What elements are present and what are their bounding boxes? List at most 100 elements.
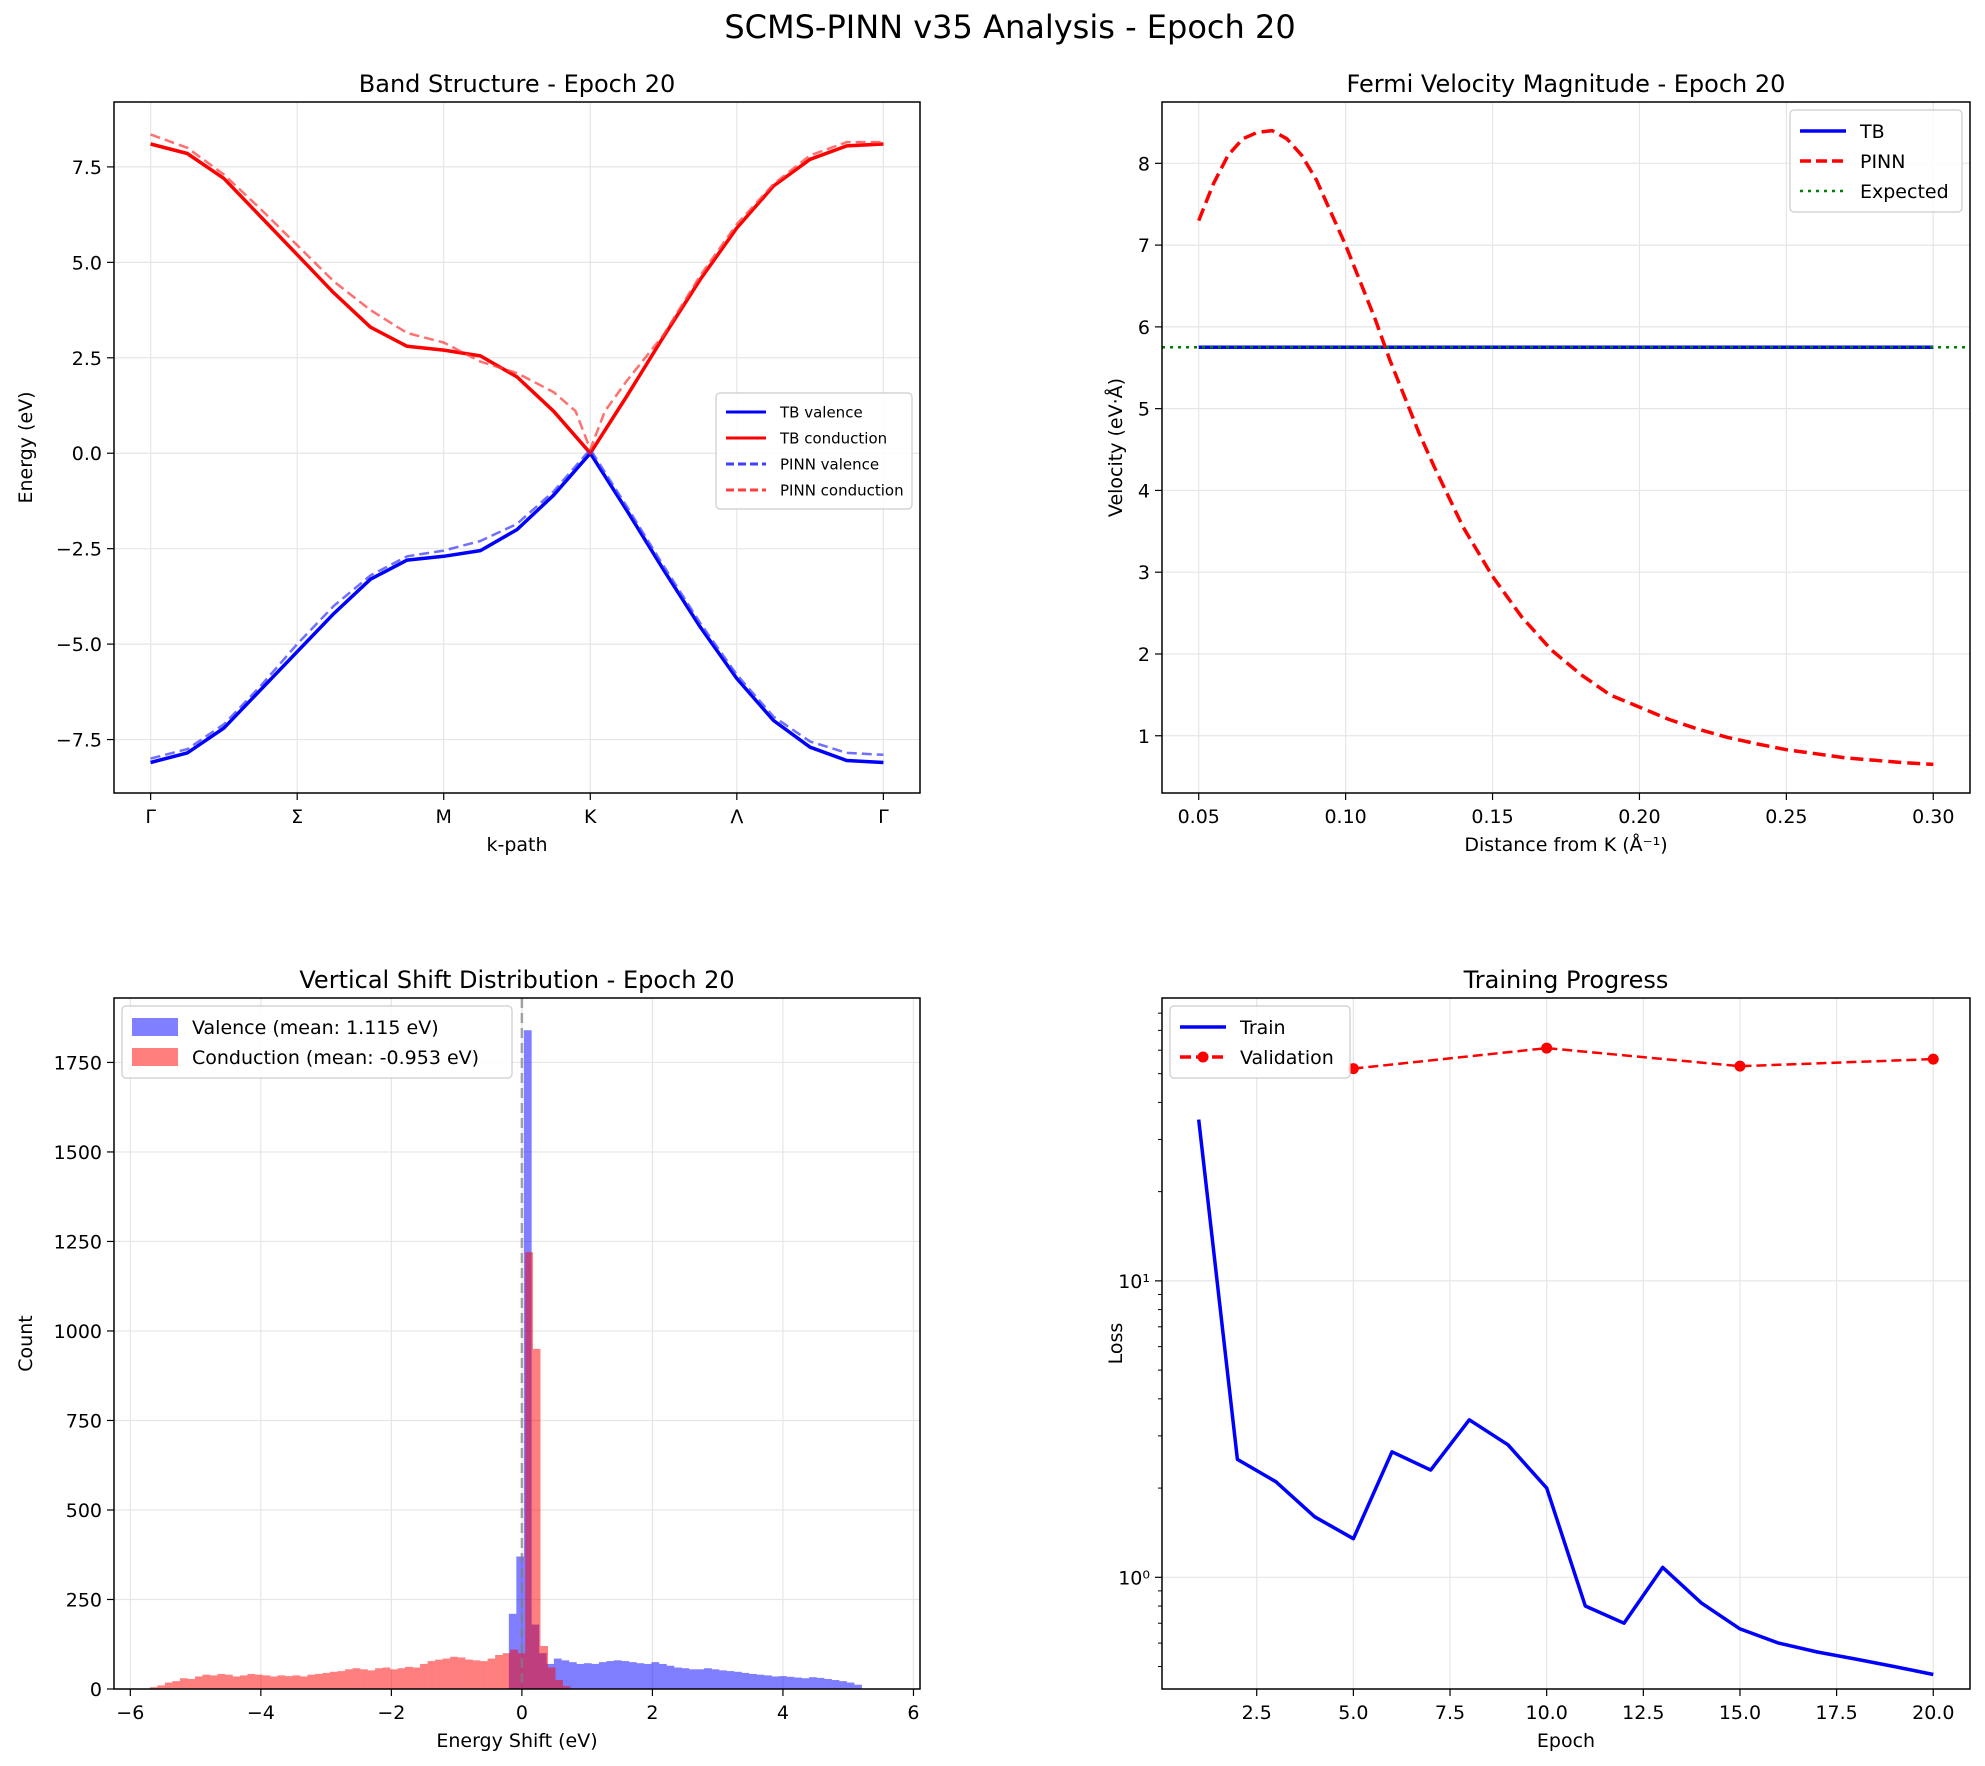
histogram-bar: [831, 1680, 840, 1689]
panel-training: 2.5 5.0 7.5 10.0 12.5 15.0 17.5 20.0 10⁰ 10¹ Train…: [1105, 966, 1971, 1752]
y-tick-label: 8: [1138, 153, 1150, 175]
validation-point: [1927, 1053, 1939, 1065]
histogram-bar: [412, 1667, 421, 1689]
histogram-bar: [532, 1348, 541, 1689]
histogram-bar: [367, 1670, 376, 1689]
histogram-bar: [390, 1669, 398, 1689]
x-tick-label: 2.5: [1242, 1702, 1272, 1724]
histogram-bar: [224, 1674, 233, 1689]
histogram-bar: [643, 1663, 652, 1689]
plot-area: [1162, 128, 1970, 767]
y-tick-label: −7.5: [56, 730, 102, 752]
histogram-bar: [487, 1658, 496, 1689]
histogram-bar: [846, 1682, 855, 1689]
legend-label: Train: [1239, 1017, 1286, 1039]
series-line-pinn-conduction: [150, 133, 884, 451]
histogram-bar: [442, 1658, 451, 1689]
histogram-bar: [472, 1660, 481, 1689]
histogram-bar: [583, 1663, 592, 1689]
legend-label: TB conduction: [779, 429, 887, 447]
x-tick-label: 12.5: [1622, 1702, 1664, 1724]
legend-label: PINN: [1860, 151, 1906, 173]
x-tick-label: Γ: [145, 806, 156, 828]
histogram-bar: [816, 1677, 825, 1689]
histogram-bar: [771, 1676, 780, 1689]
histogram-bar: [576, 1663, 585, 1689]
histogram-bar: [561, 1660, 570, 1689]
histogram-bar: [547, 1667, 556, 1689]
histogram-bar: [510, 1649, 518, 1689]
histogram-bar: [703, 1668, 712, 1689]
histogram-bar: [284, 1676, 293, 1689]
x-tick-label: Λ: [730, 806, 743, 828]
y-tick-label: 5: [1138, 399, 1150, 421]
y-tick-label: 4: [1138, 480, 1150, 502]
histogram-bar: [651, 1662, 660, 1689]
legend-marker: [1197, 1051, 1209, 1063]
x-tick-label: 0.30: [1912, 806, 1954, 828]
histogram-bar: [606, 1661, 615, 1689]
histogram-bar: [322, 1672, 331, 1689]
legend-box: [1789, 109, 1963, 213]
histogram-bar: [375, 1668, 383, 1689]
y-axis-label: Count: [15, 1315, 37, 1371]
y-tick-label: −2.5: [56, 539, 102, 561]
histogram-bar: [525, 1252, 533, 1689]
x-tick-label: 6: [907, 1702, 919, 1724]
histogram-bar: [480, 1661, 488, 1689]
histogram-bar: [562, 1686, 571, 1689]
histogram-bar: [157, 1685, 166, 1689]
x-axis-label: Distance from K (Å⁻¹): [1464, 833, 1667, 856]
histogram-bar: [307, 1674, 316, 1689]
histogram-bar: [345, 1669, 353, 1689]
histogram-bar: [450, 1656, 458, 1689]
histogram-bar: [598, 1662, 607, 1689]
histogram-bar: [734, 1671, 742, 1689]
y-tick-label: 5.0: [72, 252, 102, 274]
histogram-bar: [397, 1668, 406, 1689]
series-line-pinn: [1197, 128, 1934, 767]
grid: [1162, 998, 1970, 1689]
histogram-bar: [187, 1678, 196, 1689]
x-tick-label: 4: [777, 1702, 789, 1724]
histogram-bar: [681, 1668, 690, 1689]
histogram-bar: [232, 1676, 241, 1689]
histogram-bar: [172, 1681, 181, 1689]
legend: Train Validation: [1169, 1005, 1351, 1079]
legend: TB valence TB conduction PINN valence PINN …: [715, 392, 913, 510]
y-tick-label: 250: [66, 1589, 102, 1611]
y-tick-label: 1750: [54, 1052, 102, 1074]
histogram-bar: [352, 1668, 361, 1689]
x-axis-label: Epoch: [1537, 1730, 1595, 1752]
x-tick-label: 15.0: [1719, 1702, 1761, 1724]
x-axis-label: k-path: [486, 834, 547, 856]
histogram-bar: [247, 1673, 256, 1689]
y-tick-label: 0: [90, 1679, 102, 1701]
histogram-bar: [457, 1657, 466, 1689]
x-axis-label: Energy Shift (eV): [436, 1730, 597, 1752]
y-tick-label: 7.5: [72, 157, 102, 179]
y-tick-label: 1500: [54, 1142, 102, 1164]
histogram-bar: [591, 1663, 600, 1689]
x-tick-label: −6: [116, 1702, 144, 1724]
y-tick-label: 2.5: [72, 348, 102, 370]
histogram-bar: [254, 1674, 263, 1689]
x-tick-label: 10.0: [1526, 1702, 1568, 1724]
axes-frame: [113, 101, 921, 794]
histogram-bar: [209, 1675, 218, 1689]
histogram-bar: [382, 1667, 391, 1689]
histogram-bar: [749, 1673, 757, 1689]
histogram-bar: [337, 1671, 346, 1689]
y-tick-label: 6: [1138, 317, 1150, 339]
legend-box: [121, 1005, 513, 1079]
legend: TB PINN Expected: [1789, 109, 1963, 213]
panel-title: Fermi Velocity Magnitude - Epoch 20: [1347, 70, 1786, 98]
y-tick-label: 0.0: [72, 443, 102, 465]
legend: Valence (mean: 1.115 eV) Conduction (mean…: [121, 1005, 513, 1079]
histogram-bar: [164, 1682, 173, 1689]
histogram-bar: [854, 1684, 862, 1689]
histogram-bar: [292, 1675, 301, 1689]
plot-area: [150, 133, 884, 765]
histogram-bar: [553, 1658, 562, 1689]
